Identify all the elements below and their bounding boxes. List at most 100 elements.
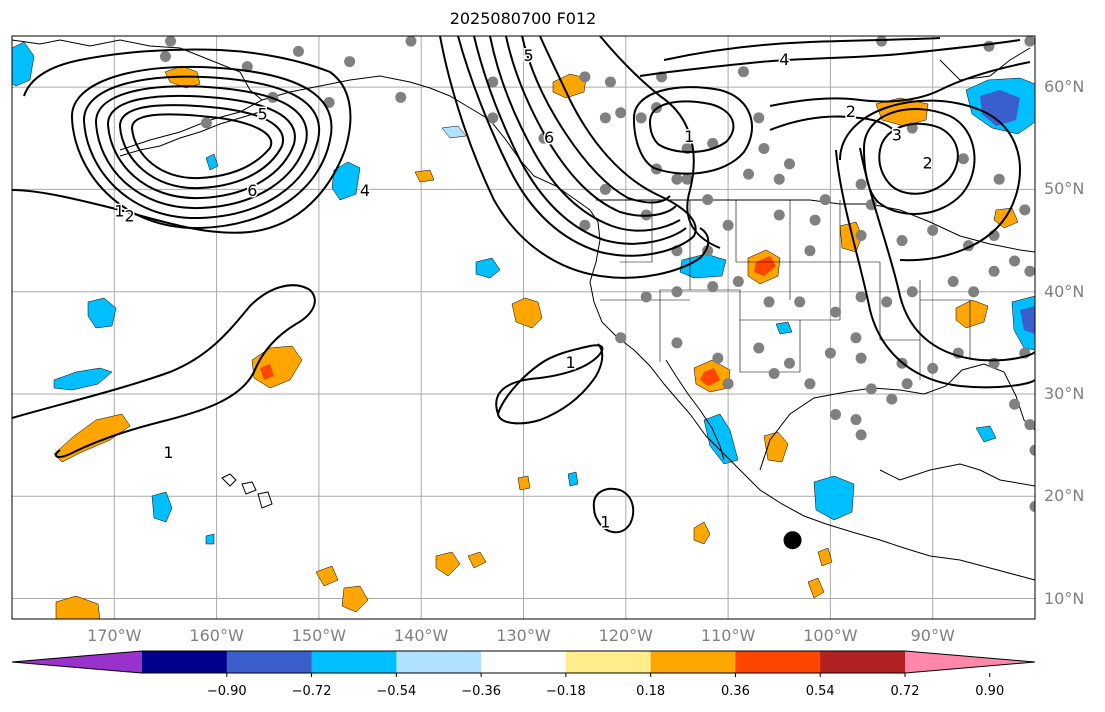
longitude-label: 150°W bbox=[291, 626, 347, 645]
station-marker bbox=[599, 183, 611, 195]
station-marker bbox=[671, 337, 683, 349]
station-marker bbox=[988, 265, 1000, 277]
cool-anomaly-patch bbox=[775, 321, 793, 335]
colorbar-outline bbox=[11, 650, 1036, 674]
contour-label: 3 bbox=[892, 126, 902, 145]
colorbar-tick-label: −0.18 bbox=[545, 684, 586, 699]
station-marker bbox=[865, 383, 877, 395]
warm-anomaly-patch bbox=[414, 169, 435, 183]
map-title: 2025080700 F012 bbox=[449, 9, 597, 28]
station-marker bbox=[876, 36, 888, 47]
latitude-label: 60°N bbox=[1044, 77, 1085, 97]
cool-anomaly-patch bbox=[813, 475, 855, 521]
longitude-label: 170°W bbox=[87, 626, 142, 645]
station-marker bbox=[640, 291, 652, 303]
contour-label: 1 bbox=[600, 512, 610, 531]
station-marker bbox=[1029, 500, 1035, 512]
contour-label: 6 bbox=[544, 128, 554, 147]
station-marker bbox=[855, 429, 867, 441]
station-marker bbox=[850, 414, 862, 426]
colorbar-segment bbox=[396, 651, 482, 673]
station-marker bbox=[200, 117, 212, 129]
station-marker bbox=[830, 306, 842, 318]
longitude-label: 110°W bbox=[700, 626, 756, 645]
cool-anomaly-patch bbox=[475, 257, 501, 279]
strong-cool-core bbox=[1020, 306, 1035, 334]
latitude-label: 20°N bbox=[1044, 486, 1085, 506]
cool-anomaly-patch bbox=[567, 471, 579, 487]
station-marker bbox=[783, 357, 795, 369]
station-marker bbox=[732, 275, 744, 287]
colorbar-tick-label: 0.54 bbox=[805, 684, 835, 699]
colorbar-segment bbox=[650, 651, 736, 673]
contour-label: 4 bbox=[360, 181, 370, 200]
station-marker bbox=[722, 378, 734, 390]
warm-anomaly-patch bbox=[817, 547, 833, 567]
contour-label: 5 bbox=[524, 46, 534, 65]
station-marker bbox=[579, 219, 591, 231]
warm-anomaly-patch bbox=[55, 595, 101, 619]
contour-label: 4 bbox=[779, 50, 789, 69]
warm-anomaly-patch bbox=[435, 551, 461, 577]
station-marker bbox=[824, 347, 836, 359]
station-marker bbox=[957, 153, 969, 165]
station-marker bbox=[896, 235, 908, 247]
longitude-label: 100°W bbox=[803, 626, 858, 645]
station-marker bbox=[635, 112, 647, 124]
station-marker bbox=[743, 168, 755, 180]
station-marker bbox=[809, 214, 821, 226]
colorbar bbox=[11, 650, 1036, 677]
station-marker bbox=[1019, 204, 1031, 216]
station-marker bbox=[344, 56, 356, 68]
station-marker bbox=[671, 286, 683, 298]
station-marker bbox=[487, 76, 499, 88]
colorbar-tick-label: 0.36 bbox=[720, 684, 750, 699]
contour-label: 1 bbox=[684, 127, 694, 146]
station-marker bbox=[753, 112, 765, 124]
colorbar-segment bbox=[481, 651, 567, 673]
station-marker bbox=[819, 194, 831, 206]
cool-anomaly-patch bbox=[975, 425, 997, 443]
colorbar-tick-label: −0.72 bbox=[291, 684, 332, 699]
station-marker bbox=[159, 50, 171, 62]
latitude-label: 40°N bbox=[1044, 281, 1085, 301]
station-marker bbox=[1029, 444, 1035, 456]
contour-label: 1 bbox=[163, 443, 173, 462]
station-marker bbox=[855, 291, 867, 303]
colorbar-tick-label: −0.90 bbox=[206, 684, 247, 699]
station-marker bbox=[927, 362, 939, 374]
colorbar-segment bbox=[142, 651, 228, 673]
station-marker bbox=[671, 173, 683, 185]
longitude-label: 160°W bbox=[189, 626, 244, 645]
station-marker bbox=[753, 342, 765, 354]
cool-anomaly-patch bbox=[205, 153, 219, 171]
warm-anomaly-patch bbox=[693, 521, 711, 545]
station-marker bbox=[712, 352, 724, 364]
station-marker bbox=[968, 286, 980, 298]
station-marker bbox=[1024, 419, 1035, 431]
station-marker bbox=[615, 332, 627, 344]
contour-label: 2 bbox=[846, 102, 856, 121]
station-marker bbox=[405, 36, 417, 47]
cool-anomaly-patch bbox=[331, 161, 361, 201]
station-marker bbox=[947, 275, 959, 287]
longitude-label: 120°W bbox=[598, 626, 653, 645]
colorbar-tick-label: −0.54 bbox=[376, 684, 417, 699]
station-marker bbox=[1009, 255, 1021, 267]
cool-anomaly-patch bbox=[703, 413, 739, 465]
station-marker bbox=[722, 219, 734, 231]
station-marker bbox=[794, 296, 806, 308]
station-marker bbox=[1045, 332, 1056, 343]
warm-anomaly-patch bbox=[467, 551, 487, 569]
station-marker bbox=[763, 296, 775, 308]
station-marker bbox=[707, 137, 719, 149]
station-marker bbox=[1040, 271, 1051, 282]
station-marker bbox=[323, 96, 335, 108]
warm-anomaly-patch bbox=[315, 565, 339, 587]
station-marker bbox=[855, 229, 867, 241]
station-marker bbox=[773, 209, 785, 221]
station-marker bbox=[395, 91, 407, 103]
colorbar-segment bbox=[735, 651, 821, 673]
station-markers bbox=[159, 36, 1056, 512]
